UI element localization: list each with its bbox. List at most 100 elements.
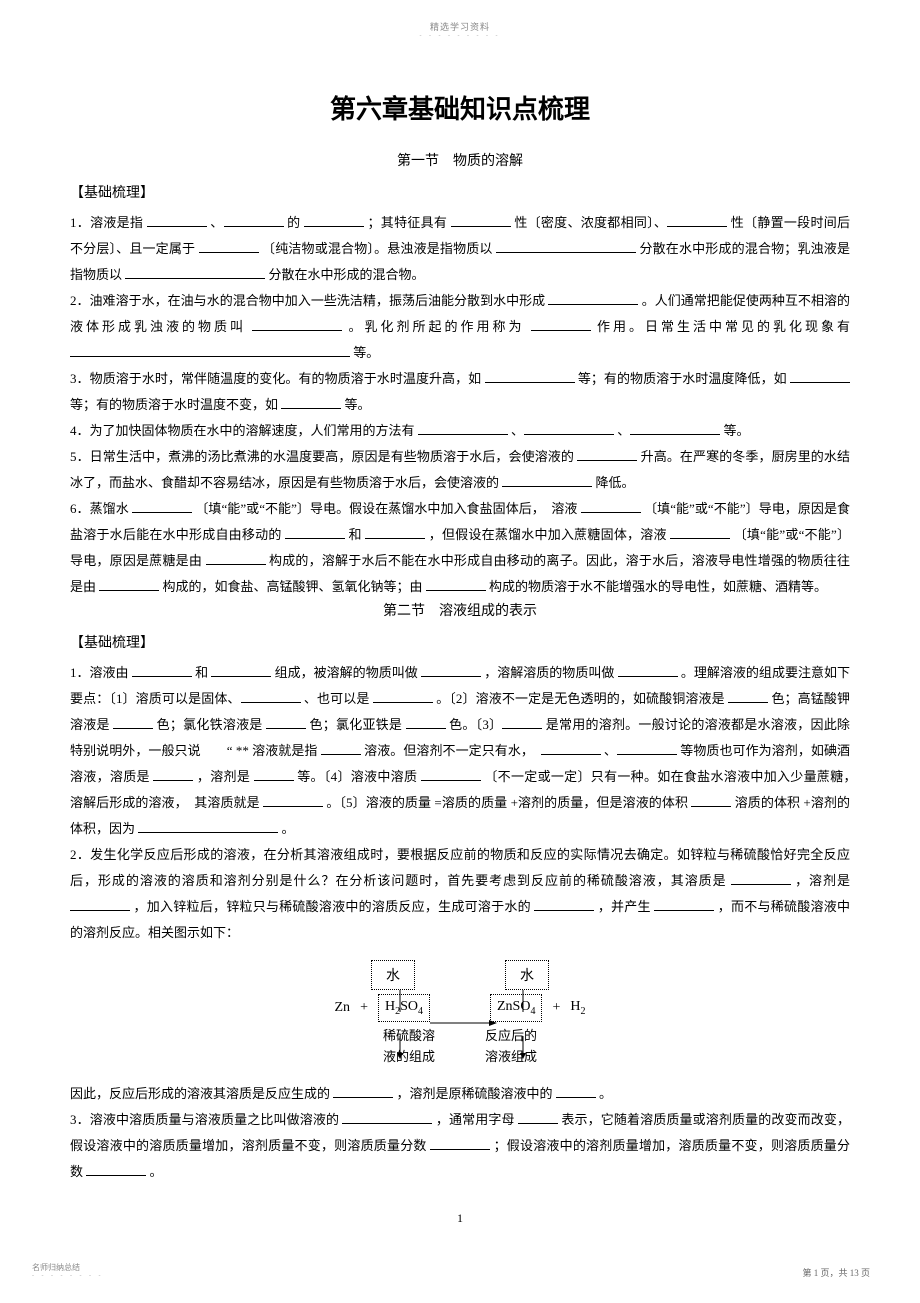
blank [333, 1087, 393, 1099]
t: ，通常用字母 [436, 1112, 518, 1127]
blank [556, 1087, 596, 1099]
para-3: 3．物质溶于水时，常伴随温度的变化。有的物质溶于水时温度升高，如 等；有的物质溶… [70, 366, 850, 418]
t: 2．油难溶于水，在油与水的混合物中加入一些洗洁精，振荡后油能分散到水中形成 [70, 293, 548, 308]
blank [617, 743, 677, 755]
blank [667, 215, 727, 227]
blank [153, 769, 193, 781]
t: 、 [210, 215, 223, 230]
blank [281, 397, 341, 409]
t: ZnSO [497, 999, 530, 1014]
blank [691, 795, 731, 807]
t: 等；有的物质溶于水时温度不变，如 [70, 397, 281, 412]
blank [132, 665, 192, 677]
section1-title: 第一节 物质的溶解 [70, 150, 850, 170]
t: 5．日常生活中，煮沸的汤比煮沸的水温度要高，原因是有些物质溶于水后，会使溶液的 [70, 449, 577, 464]
blank [541, 743, 601, 755]
blank [99, 579, 159, 591]
water-left: 水 [371, 960, 415, 990]
blank [266, 717, 306, 729]
t: 组成，被溶解的物质叫做 [275, 665, 421, 680]
blank [790, 371, 850, 383]
blank [496, 241, 636, 253]
blank [70, 345, 210, 357]
chapter-title: 第六章基础知识点梳理 [70, 89, 850, 126]
blank [321, 743, 361, 755]
h2so4-box: H2SO4 [378, 994, 430, 1022]
t: 。〔5〕溶液的质量 =溶质的质量 +溶剂的质量，但是溶液的体积 [326, 795, 691, 810]
t: 等。 [345, 397, 371, 412]
t: 液的组成 [383, 1049, 435, 1064]
page-number: 1 [70, 1211, 850, 1226]
zn: Zn [335, 1000, 351, 1016]
blank [224, 215, 284, 227]
para-q2-tail: 因此，反应后形成的溶液其溶质是反应生成的 ，溶剂是原稀硫酸溶液中的 。 [70, 1081, 850, 1107]
blank [138, 821, 278, 833]
znso4-box: ZnSO4 [490, 994, 542, 1022]
t: ，并产生 [598, 899, 654, 914]
t: ；其特征具有 [368, 215, 451, 230]
blank [342, 1113, 432, 1125]
blank [263, 795, 323, 807]
t: 。〔2〕溶液不一定是无色透明的，如硫酸铜溶液是 [436, 691, 728, 706]
blank [304, 215, 364, 227]
t: 色；氯化亚铁是 [310, 717, 406, 732]
t: 构成的物质溶于水不能增强水的导电性，如蔗糖、酒精等。 [489, 579, 827, 594]
blank [373, 691, 433, 703]
blank [86, 1165, 146, 1177]
blank [254, 769, 294, 781]
t: 构成的，如食盐、高锰酸钾、氢氧化钠等；由 [163, 579, 426, 594]
t: H [570, 999, 580, 1014]
t: 、也可以是 [304, 691, 373, 706]
blank [548, 293, 638, 305]
header-watermark: 精选学习资料 - - - - - - - - - [70, 20, 850, 39]
t: 4 [530, 1006, 535, 1017]
t: SO [400, 999, 418, 1014]
plus1: + [360, 1000, 368, 1016]
t: 、 [617, 423, 630, 438]
blank [534, 899, 594, 911]
para-q2: 2．发生化学反应后形成的溶液，在分析其溶液组成时，要根据反应前的物质和反应的实际… [70, 842, 850, 946]
t: 3．物质溶于水时，常伴随温度的变化。有的物质溶于水时温度升高，如 [70, 371, 485, 386]
blank [365, 527, 425, 539]
t: 性〔密度、浓度都相同〕、 [514, 215, 667, 230]
blank [502, 717, 542, 729]
t: 等；有的物质溶于水时温度降低，如 [578, 371, 790, 386]
blank [210, 345, 350, 357]
blank [70, 899, 130, 911]
blank [132, 501, 192, 513]
blank [406, 717, 446, 729]
t: 稀硫酸溶 [383, 1028, 435, 1043]
t: 降低。 [596, 475, 635, 490]
t: 分散在水中形成的混合物。 [269, 267, 425, 282]
t: ，溶剂是 [197, 769, 254, 784]
t: 1．溶液由 [70, 665, 132, 680]
para-6: 6．蒸馏水 〔填“能”或“不能”〕导电。假设在蒸馏水中加入食盐固体后， 溶液 〔… [70, 496, 850, 600]
t: 因此，反应后形成的溶液其溶质是反应生成的 [70, 1086, 333, 1101]
section1-subhead: 【基础梳理】 [70, 182, 850, 202]
blank [630, 423, 720, 435]
t: H [385, 999, 395, 1014]
blank [113, 717, 153, 729]
blank [418, 423, 508, 435]
t: 名师归纳总结 [32, 1263, 80, 1272]
blank [618, 665, 678, 677]
t: 反应后的 [485, 1028, 537, 1043]
blank [524, 423, 614, 435]
header-text: 精选学习资料 [430, 22, 490, 32]
t: 1．溶液是指 [70, 215, 147, 230]
t: 。乳化剂所起的作用称为 [349, 319, 531, 334]
t: 的 [287, 215, 304, 230]
t: 3．溶液中溶质质量与溶液质量之比叫做溶液的 [70, 1112, 342, 1127]
blank [241, 691, 301, 703]
blank [451, 215, 511, 227]
h2: H2 [570, 999, 585, 1017]
t: 4 [418, 1006, 423, 1017]
t: 溶液组成 [485, 1049, 537, 1064]
t: 。 [150, 1164, 163, 1179]
blank [731, 873, 791, 885]
dots-row: - - - - - - - - - [70, 33, 850, 39]
t: 色。〔3〕 [449, 717, 502, 732]
footer-left: 名师归纳总结 - - - - - - - - [32, 1262, 103, 1279]
t: 和 [349, 527, 366, 542]
footer-right: 第 1 页，共 13 页 [802, 1266, 870, 1279]
